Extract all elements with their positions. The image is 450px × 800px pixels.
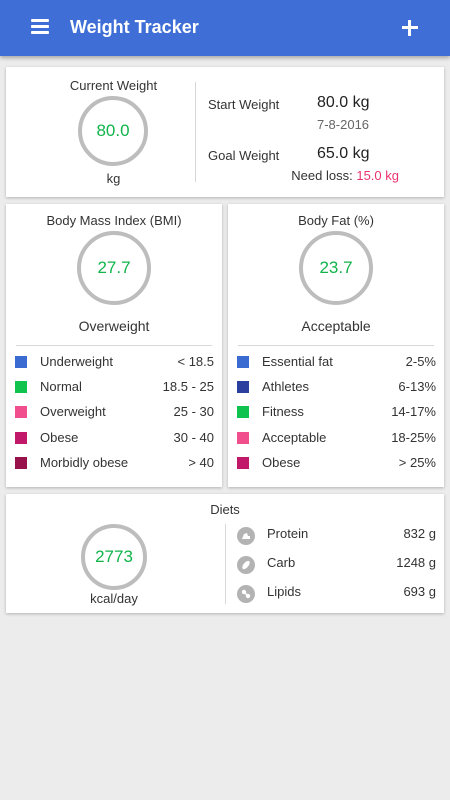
start-weight-value: 80.0 kg: [317, 94, 370, 111]
diet-row-label: Lipids: [267, 584, 301, 599]
divider: [225, 524, 226, 604]
bmi-row-label: Overweight: [40, 404, 106, 419]
body-fat-value: 23.7: [319, 258, 353, 277]
diet-row-label: Carb: [267, 555, 296, 570]
body-fat-row-label: Fitness: [262, 404, 304, 419]
normal-swatch: [15, 381, 27, 393]
diets-ring: 2773: [81, 524, 147, 590]
start-date: 7-8-2016: [317, 117, 370, 132]
divider: [238, 345, 434, 346]
bmi-ring: 27.7: [77, 231, 151, 305]
goal-weight-value: 65.0 kg: [317, 145, 370, 162]
fitness-swatch: [237, 406, 249, 418]
body-fat-row-label: Essential fat: [262, 354, 333, 369]
current-weight-card[interactable]: Current Weight 80.0 kg Start Weight 80.0…: [6, 67, 444, 197]
body-fat-row-range: 6-13%: [398, 379, 436, 394]
diets-title: Diets: [210, 502, 240, 517]
obese-swatch: [15, 432, 27, 444]
diet-row-value: 693 g: [403, 584, 436, 599]
body-fat-row-range: 14-17%: [391, 404, 436, 419]
body-fat-row-range: > 25%: [398, 455, 436, 470]
bmi-row-range: 25 - 30: [173, 404, 214, 419]
body-fat-row-label: Obese: [262, 455, 301, 470]
need-loss-label: Need loss:: [291, 168, 353, 183]
body-fat-row-range: 2-5%: [405, 354, 436, 369]
need-loss-value: 15.0 kg: [356, 168, 399, 183]
body-fat-row-label: Athletes: [262, 379, 309, 394]
start-weight-label: Start Weight: [208, 97, 280, 112]
diets-unit: kcal/day: [90, 591, 138, 606]
bmi-card[interactable]: Body Mass Index (BMI) 27.7 Overweight Un…: [6, 204, 222, 487]
bmi-status: Overweight: [78, 318, 150, 334]
underweight-swatch: [15, 356, 27, 368]
goal-weight-label: Goal Weight: [208, 148, 280, 163]
essential-fat-swatch: [237, 356, 249, 368]
overweight-swatch: [15, 406, 27, 418]
current-weight-ring: 80.0: [78, 96, 148, 166]
body-fat-ring: 23.7: [299, 231, 373, 305]
app-title: Weight Tracker: [70, 17, 199, 37]
bmi-row-label: Underweight: [40, 354, 113, 369]
diets-card[interactable]: Diets 2773 kcal/day Protein 832 g Carb 1…: [6, 494, 444, 613]
body-fat-row-label: Acceptable: [262, 430, 327, 445]
divider: [195, 82, 196, 182]
bmi-row-range: 30 - 40: [173, 430, 214, 445]
bmi-row-range: 18.5 - 25: [162, 379, 214, 394]
body-fat-title: Body Fat (%): [298, 213, 374, 228]
plus-icon[interactable]: [400, 18, 420, 38]
current-weight-unit: kg: [106, 171, 121, 186]
current-weight-label: Current Weight: [69, 78, 158, 93]
bmi-row-range: > 40: [188, 455, 214, 470]
bmi-value: 27.7: [97, 258, 131, 277]
bmi-title: Body Mass Index (BMI): [46, 213, 182, 228]
divider: [16, 345, 212, 346]
need-loss: Need loss: 15.0 kg: [236, 168, 399, 183]
app-bar: Weight Tracker: [0, 0, 450, 56]
body-fat-row-range: 18-25%: [391, 430, 436, 445]
bmi-row-range: < 18.5: [177, 354, 214, 369]
diet-row-value: 832 g: [403, 526, 436, 541]
body-fat-card[interactable]: Body Fat (%) 23.7 Acceptable Essential f…: [228, 204, 444, 487]
morbidly-obese-swatch: [15, 457, 27, 469]
current-weight-value: 80.0: [96, 121, 130, 140]
menu-icon[interactable]: [31, 19, 49, 35]
diet-row-value: 1248 g: [396, 555, 436, 570]
acceptable-swatch: [237, 432, 249, 444]
fat-icon: [237, 585, 255, 603]
diets-value: 2773: [95, 547, 133, 566]
bmi-row-label: Obese: [40, 430, 79, 445]
athletes-swatch: [237, 381, 249, 393]
grain-icon: [237, 556, 255, 574]
arm-icon: [237, 527, 255, 545]
body-fat-status: Acceptable: [301, 318, 371, 334]
obese-swatch: [237, 457, 249, 469]
diet-row-label: Protein: [267, 526, 309, 541]
bmi-row-label: Normal: [40, 379, 82, 394]
bmi-row-label: Morbidly obese: [40, 455, 129, 470]
